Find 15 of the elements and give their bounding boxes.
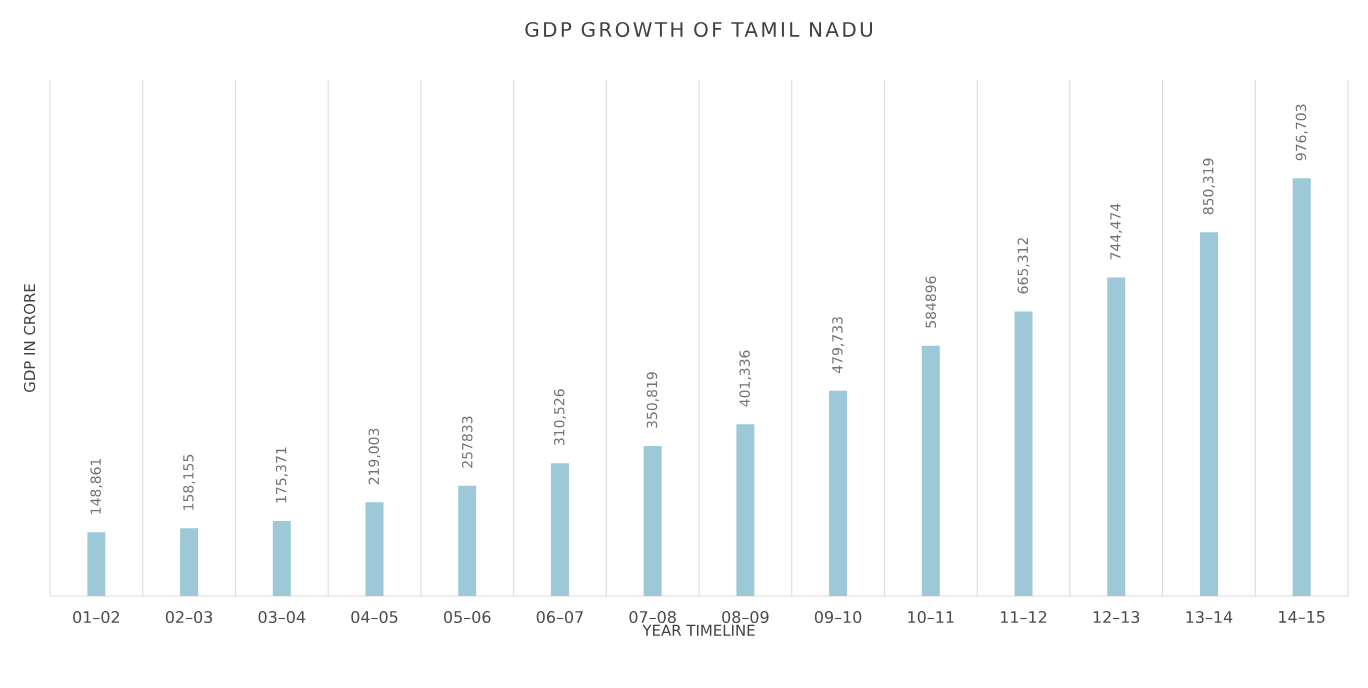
bar xyxy=(87,532,106,596)
bar xyxy=(458,485,477,596)
bar xyxy=(921,345,940,596)
bar xyxy=(272,520,291,596)
bar xyxy=(1107,277,1126,596)
bar xyxy=(1199,232,1218,596)
bar xyxy=(550,463,569,596)
bar xyxy=(829,390,848,596)
bar xyxy=(643,445,662,596)
bar xyxy=(1014,311,1033,596)
chart-title: GDP GROWTH OF TAMIL NADU xyxy=(525,21,873,37)
bar xyxy=(365,502,384,596)
bar xyxy=(180,528,199,596)
bar xyxy=(1292,178,1311,596)
bar xyxy=(736,424,755,596)
